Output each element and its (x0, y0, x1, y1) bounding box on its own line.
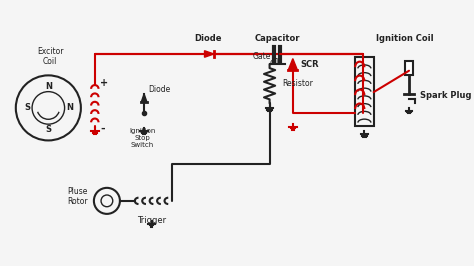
Text: Spark Plug: Spark Plug (420, 91, 472, 100)
Text: -: - (100, 123, 105, 133)
Bar (405, 61, 413, 75)
Text: Diode: Diode (194, 34, 222, 43)
Text: Trigger: Trigger (137, 216, 166, 225)
Text: N: N (45, 82, 52, 91)
Text: Diode: Diode (149, 85, 171, 94)
Bar (355, 57, 374, 127)
Polygon shape (141, 94, 147, 102)
Text: Gate: Gate (252, 52, 271, 61)
Text: SCR: SCR (300, 60, 319, 69)
Text: S: S (46, 124, 51, 134)
Text: Ignition Coil: Ignition Coil (376, 34, 434, 43)
Text: Ignition
Stop
Switch: Ignition Stop Switch (129, 128, 155, 148)
Polygon shape (204, 51, 214, 57)
Text: N: N (66, 103, 73, 113)
Text: d1: d1 (269, 58, 280, 67)
Text: Pluse
Rotor: Pluse Rotor (67, 186, 88, 206)
Text: +: + (100, 78, 109, 88)
Text: Excitor
Coil: Excitor Coil (37, 47, 64, 66)
Text: Resistor: Resistor (283, 79, 313, 88)
Polygon shape (288, 59, 297, 70)
Text: S: S (24, 103, 30, 113)
Text: Capacitor: Capacitor (254, 34, 300, 43)
